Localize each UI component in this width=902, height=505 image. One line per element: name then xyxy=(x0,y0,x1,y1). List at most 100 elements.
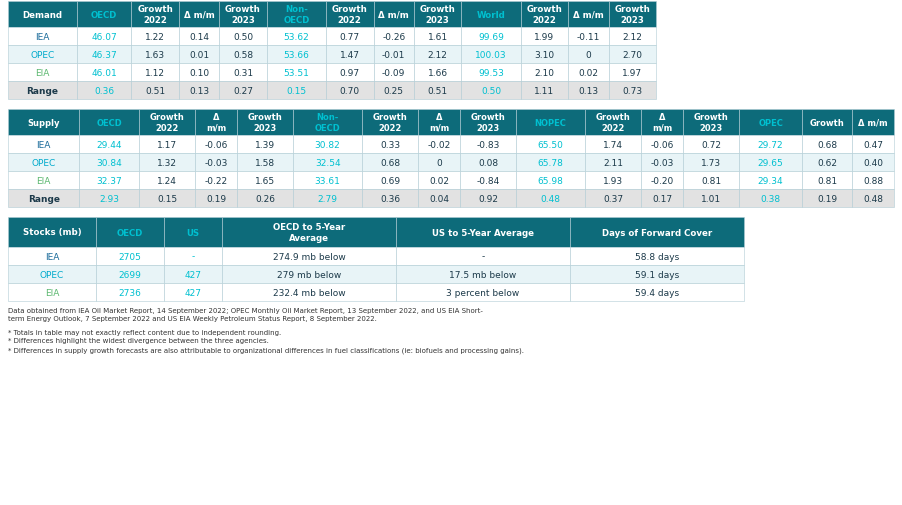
Text: 2.93: 2.93 xyxy=(99,194,119,203)
Text: OPEC: OPEC xyxy=(40,270,64,279)
Bar xyxy=(584,189,641,208)
Text: 0.14: 0.14 xyxy=(189,32,209,41)
Bar xyxy=(641,189,683,208)
Text: 0.70: 0.70 xyxy=(340,86,360,95)
Bar xyxy=(132,2,179,28)
Text: EIA: EIA xyxy=(45,288,60,297)
Bar xyxy=(568,46,609,64)
Text: 58.8 days: 58.8 days xyxy=(635,252,679,261)
Text: OECD: OECD xyxy=(91,11,117,20)
Bar xyxy=(8,2,77,28)
Bar xyxy=(419,110,460,136)
Bar xyxy=(520,64,568,82)
Bar xyxy=(267,46,326,64)
Text: 0.40: 0.40 xyxy=(863,158,883,167)
Text: 99.69: 99.69 xyxy=(478,32,504,41)
Text: 1.17: 1.17 xyxy=(157,140,177,149)
Bar xyxy=(740,136,802,154)
Bar xyxy=(196,172,237,189)
Bar xyxy=(460,189,517,208)
Text: 1.22: 1.22 xyxy=(145,32,165,41)
Bar xyxy=(683,154,740,172)
Text: 0.02: 0.02 xyxy=(429,176,449,185)
Bar xyxy=(584,136,641,154)
Text: -0.84: -0.84 xyxy=(476,176,500,185)
Bar xyxy=(179,82,219,100)
Bar xyxy=(139,154,196,172)
Bar xyxy=(293,154,362,172)
Bar xyxy=(77,64,132,82)
Bar xyxy=(132,28,179,46)
Bar xyxy=(461,64,520,82)
Bar xyxy=(132,64,179,82)
Bar xyxy=(641,172,683,189)
Bar xyxy=(8,189,79,208)
Bar xyxy=(570,283,744,301)
Bar xyxy=(683,172,740,189)
Text: Growth
2022: Growth 2022 xyxy=(373,113,408,132)
Bar xyxy=(293,189,362,208)
Text: 1.32: 1.32 xyxy=(157,158,177,167)
Text: Δ
m/m: Δ m/m xyxy=(429,113,449,132)
Text: Supply: Supply xyxy=(27,118,60,127)
Bar xyxy=(641,136,683,154)
Text: 0.51: 0.51 xyxy=(428,86,447,95)
Bar xyxy=(414,64,461,82)
Bar xyxy=(293,172,362,189)
Text: 1.99: 1.99 xyxy=(534,32,555,41)
Text: 0.37: 0.37 xyxy=(603,194,623,203)
Text: Growth
2022: Growth 2022 xyxy=(527,5,562,25)
Text: 33.61: 33.61 xyxy=(315,176,341,185)
Bar xyxy=(139,172,196,189)
Text: OECD: OECD xyxy=(97,118,122,127)
Text: Δ
m/m: Δ m/m xyxy=(652,113,672,132)
Text: EIA: EIA xyxy=(35,68,50,77)
Text: 1.11: 1.11 xyxy=(534,86,555,95)
Text: 29.65: 29.65 xyxy=(758,158,784,167)
Bar xyxy=(179,2,219,28)
Bar xyxy=(517,189,584,208)
Bar xyxy=(8,64,77,82)
Text: 1.97: 1.97 xyxy=(622,68,642,77)
Bar xyxy=(219,64,267,82)
Bar xyxy=(8,110,79,136)
Text: 279 mb below: 279 mb below xyxy=(277,270,341,279)
Bar xyxy=(8,136,79,154)
Text: 427: 427 xyxy=(185,288,201,297)
Text: -0.20: -0.20 xyxy=(650,176,674,185)
Text: 0.47: 0.47 xyxy=(863,140,883,149)
Text: 2.12: 2.12 xyxy=(428,50,447,60)
Bar xyxy=(584,172,641,189)
Text: US: US xyxy=(187,228,199,237)
Bar xyxy=(267,64,326,82)
Bar xyxy=(460,136,517,154)
Bar xyxy=(293,110,362,136)
Text: 0: 0 xyxy=(437,158,442,167)
Text: Growth
2023: Growth 2023 xyxy=(471,113,505,132)
Bar xyxy=(237,154,293,172)
Bar xyxy=(396,283,570,301)
Bar xyxy=(222,247,396,266)
Text: 53.66: 53.66 xyxy=(283,50,309,60)
Text: -0.09: -0.09 xyxy=(382,68,405,77)
Bar xyxy=(373,46,414,64)
Bar xyxy=(77,46,132,64)
Bar xyxy=(79,189,139,208)
Bar xyxy=(373,82,414,100)
Bar xyxy=(79,136,139,154)
Text: 0.33: 0.33 xyxy=(380,140,400,149)
Text: OECD: OECD xyxy=(117,228,143,237)
Text: 1.12: 1.12 xyxy=(145,68,165,77)
Text: Growth
2023: Growth 2023 xyxy=(419,5,456,25)
Bar xyxy=(460,110,517,136)
Bar xyxy=(219,46,267,64)
Bar xyxy=(219,82,267,100)
Bar xyxy=(609,64,656,82)
Text: 0.02: 0.02 xyxy=(578,68,598,77)
Text: 2.11: 2.11 xyxy=(603,158,623,167)
Bar xyxy=(96,266,164,283)
Text: 1.73: 1.73 xyxy=(701,158,722,167)
Bar xyxy=(362,136,419,154)
Bar xyxy=(852,172,894,189)
Text: 0.58: 0.58 xyxy=(233,50,253,60)
